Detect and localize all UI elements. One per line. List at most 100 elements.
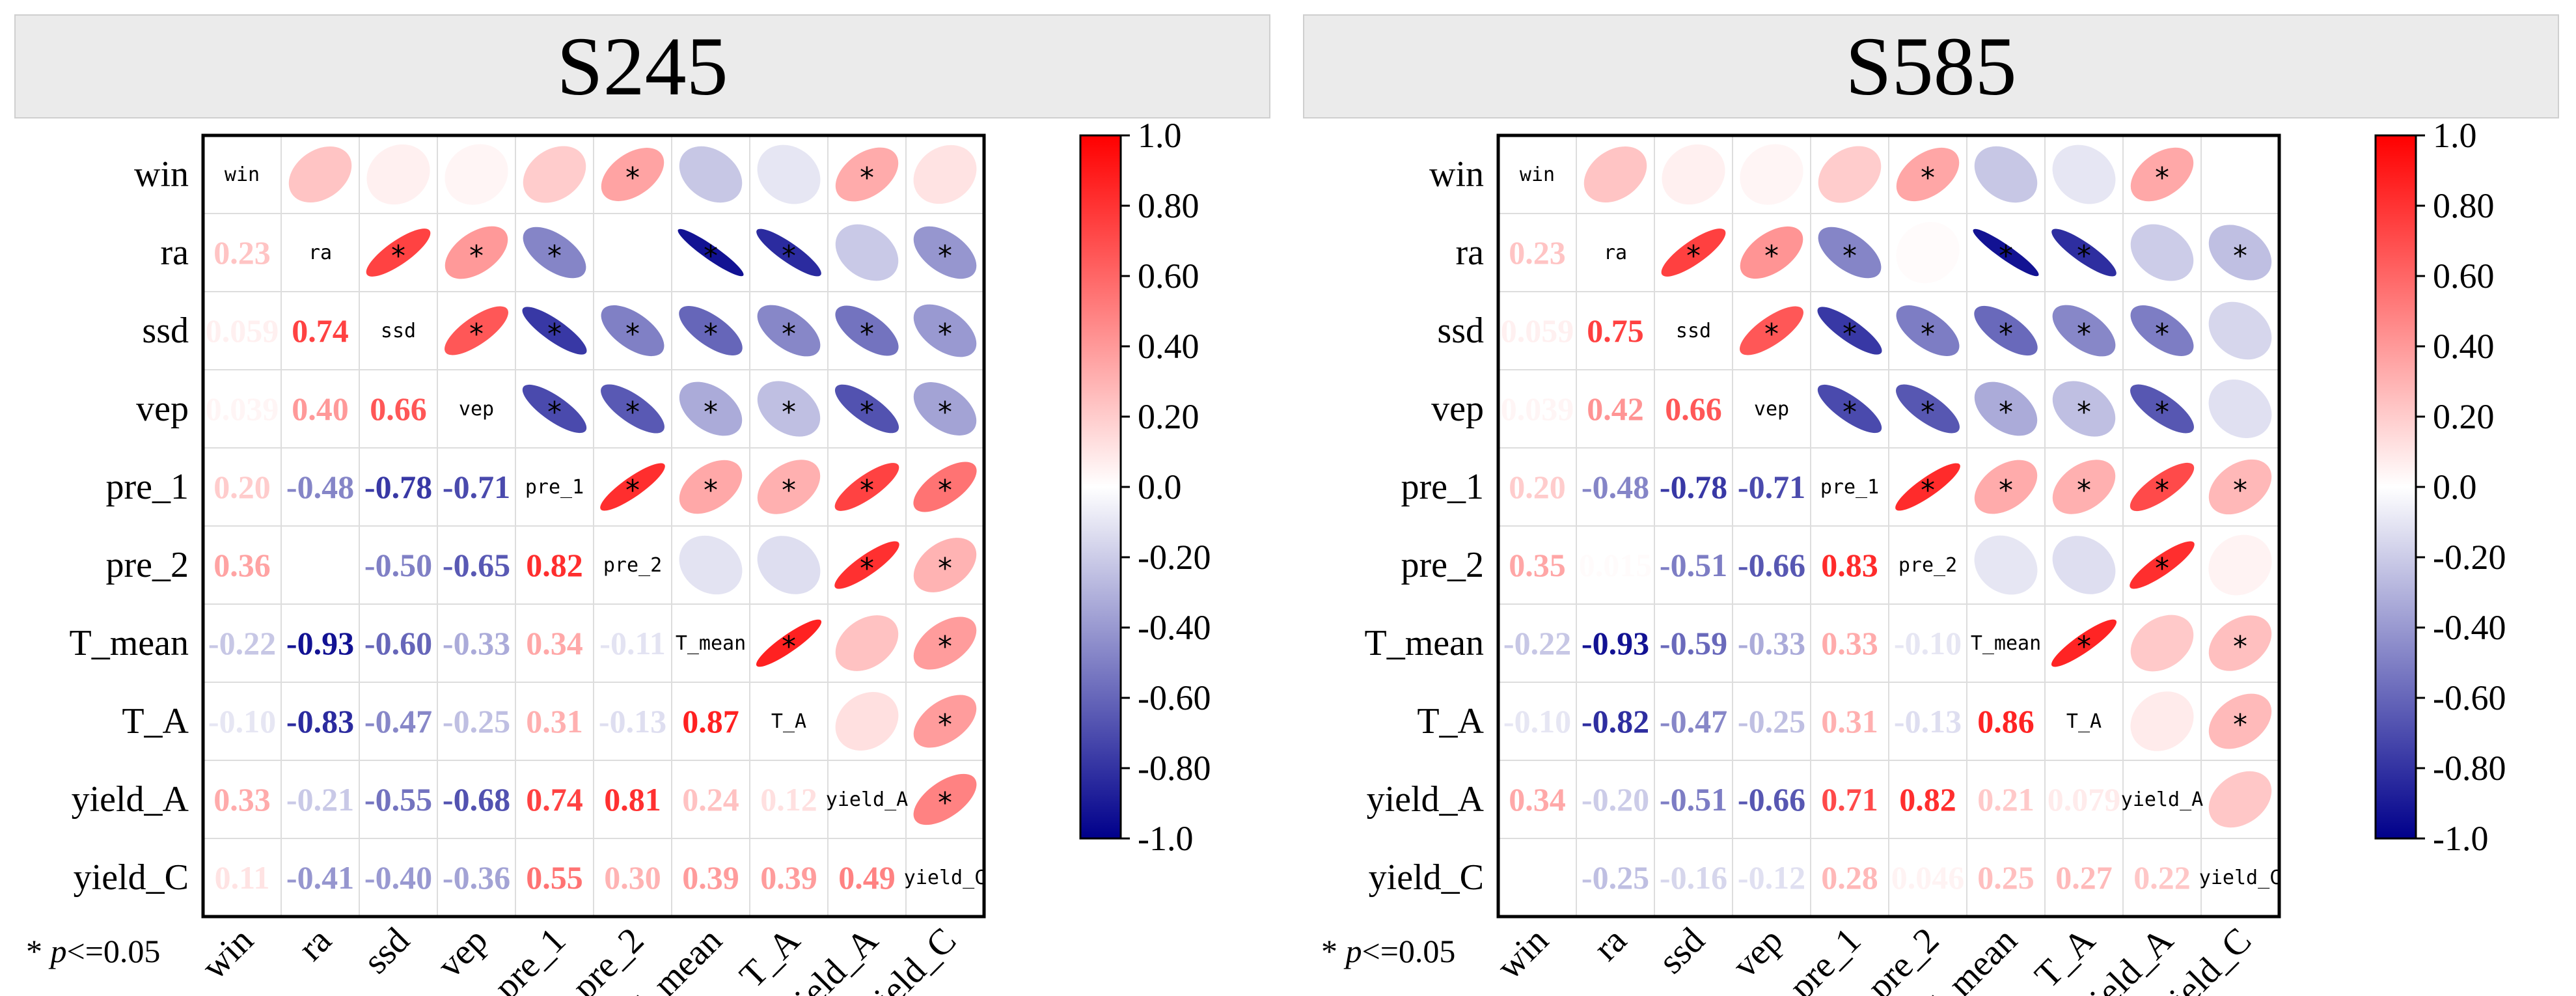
- matrix-border: [1496, 133, 2281, 919]
- x-axis-label: pre_1: [1781, 920, 1869, 996]
- diagonal-label: pre_1: [1820, 476, 1879, 499]
- colorbar-tick-label: -0.40: [2433, 608, 2506, 647]
- correlation-value: -0.66: [1738, 781, 1805, 818]
- x-axis-label: ssd: [356, 920, 417, 981]
- correlation-ellipse: [913, 145, 977, 204]
- diagonal-label: yield_A: [826, 788, 908, 811]
- correlation-value: -0.47: [364, 703, 432, 740]
- correlation-ellipse: [835, 692, 899, 751]
- significance-star: *: [938, 474, 952, 507]
- panel-title: S245: [556, 20, 728, 113]
- diagonal-label: ssd: [381, 320, 416, 342]
- x-axis-label: ra: [1586, 920, 1635, 969]
- correlation-ellipse: [835, 305, 899, 356]
- correlation-value: 0.20: [1509, 469, 1566, 505]
- correlation-value: 0.28: [1821, 859, 1878, 896]
- significance-star: *: [1921, 474, 1935, 507]
- footnote-threshold: <=0.05: [1362, 933, 1456, 969]
- correlation-ellipse: [679, 460, 743, 514]
- correlation-ellipse: [2208, 459, 2272, 515]
- correlation-ellipse: [2208, 380, 2272, 438]
- significance-star: *: [1999, 474, 2013, 507]
- panel-title: S585: [1845, 20, 2017, 113]
- diagonal-label: T_mean: [676, 632, 746, 655]
- correlation-ellipse: [1818, 146, 1882, 203]
- diagonal-label: T_A: [2066, 710, 2102, 733]
- correlation-value: -0.20: [1582, 781, 1649, 818]
- significance-star: *: [469, 318, 484, 351]
- significance-star: *: [938, 318, 952, 351]
- y-axis-label: pre_1: [105, 467, 189, 507]
- correlation-value: -0.25: [1582, 859, 1649, 896]
- significance-star: *: [2155, 161, 2169, 195]
- diagonal-label: yield_C: [904, 866, 986, 889]
- correlation-ellipse: [1662, 144, 1725, 205]
- correlation-ellipse: [601, 384, 665, 434]
- footnote-star: *: [1321, 933, 1337, 969]
- correlation-value: -0.78: [364, 469, 432, 505]
- significance-star: *: [1999, 240, 2013, 273]
- y-axis-label: T_A: [122, 701, 189, 741]
- significance-star: *: [625, 474, 640, 507]
- significance-star: *: [2155, 552, 2169, 585]
- correlation-value: -0.82: [1582, 703, 1649, 740]
- significance-star: *: [1999, 318, 2013, 351]
- correlation-ellipse: [288, 146, 352, 203]
- significance-star: *: [1843, 396, 1857, 429]
- y-axis-label: yield_A: [72, 779, 189, 820]
- significance-star: *: [860, 552, 874, 585]
- colorbar-tick-label: 0.60: [2433, 256, 2495, 296]
- correlation-ellipse: [756, 619, 822, 667]
- correlation-value: -0.13: [599, 703, 666, 740]
- significance-star: *: [625, 396, 640, 429]
- correlation-value: 0.74: [526, 781, 583, 818]
- significance-star: *: [625, 161, 640, 195]
- footnote-threshold: <=0.05: [66, 933, 161, 969]
- colorbar-tick-label: -0.60: [1138, 678, 1211, 717]
- correlation-ellipse: [1974, 381, 2038, 436]
- colorbar-tick-label: -1.0: [2433, 819, 2488, 858]
- colorbar-tick-label: -0.20: [1138, 538, 1211, 577]
- y-axis-label: yield_A: [1367, 779, 1485, 820]
- correlation-ellipse: [913, 538, 977, 592]
- correlation-value: 0.059: [1501, 312, 1574, 349]
- correlation-value: -0.33: [1738, 625, 1805, 661]
- correlation-value: -0.36: [443, 859, 510, 896]
- correlation-value: 0.23: [1509, 234, 1566, 271]
- correlation-ellipse: [2130, 541, 2195, 589]
- correlation-ellipse: [366, 144, 430, 205]
- correlation-value: 0.82: [1899, 781, 1956, 818]
- correlation-value: 0.87: [682, 703, 739, 740]
- diagonal-label: ssd: [1676, 320, 1711, 342]
- correlation-value: 0.015: [1579, 547, 1652, 583]
- correlation-value: -0.50: [364, 547, 432, 583]
- correlation-ellipse: [1740, 144, 1803, 205]
- y-axis-label: pre_2: [1401, 545, 1484, 585]
- x-axis-label: win: [194, 920, 261, 987]
- correlation-ellipse: [913, 462, 977, 512]
- correlation-ellipse: [1896, 147, 1960, 202]
- significance-star: *: [2077, 396, 2091, 429]
- correlation-value: -0.71: [443, 469, 510, 505]
- significance-star: *: [938, 396, 952, 429]
- correlation-value: -0.47: [1660, 703, 1727, 740]
- correlation-ellipse: [1740, 226, 1803, 279]
- correlation-value: -0.33: [443, 625, 510, 661]
- y-axis-label: yield_C: [1369, 857, 1484, 898]
- correlation-value: -0.11: [599, 625, 665, 661]
- correlation-value: 0.66: [1665, 391, 1722, 427]
- significance-star: *: [2155, 318, 2169, 351]
- colorbar-tick-label: 0.40: [1138, 327, 1199, 366]
- significance-star: *: [704, 240, 718, 273]
- correlation-ellipse: [2130, 462, 2195, 512]
- correlation-value: 0.046: [1891, 859, 1965, 896]
- y-axis-label: ssd: [1437, 311, 1484, 351]
- diagonal-label: T_A: [771, 710, 806, 733]
- correlation-value: 0.86: [1977, 703, 2035, 740]
- correlation-ellipse: [2130, 224, 2194, 281]
- y-axis-label: vep: [1431, 389, 1484, 429]
- correlation-value: -0.21: [286, 781, 354, 818]
- significance-star: *: [2233, 474, 2247, 507]
- correlation-value: 0.039: [1501, 391, 1574, 427]
- significance-star: *: [1686, 240, 1701, 273]
